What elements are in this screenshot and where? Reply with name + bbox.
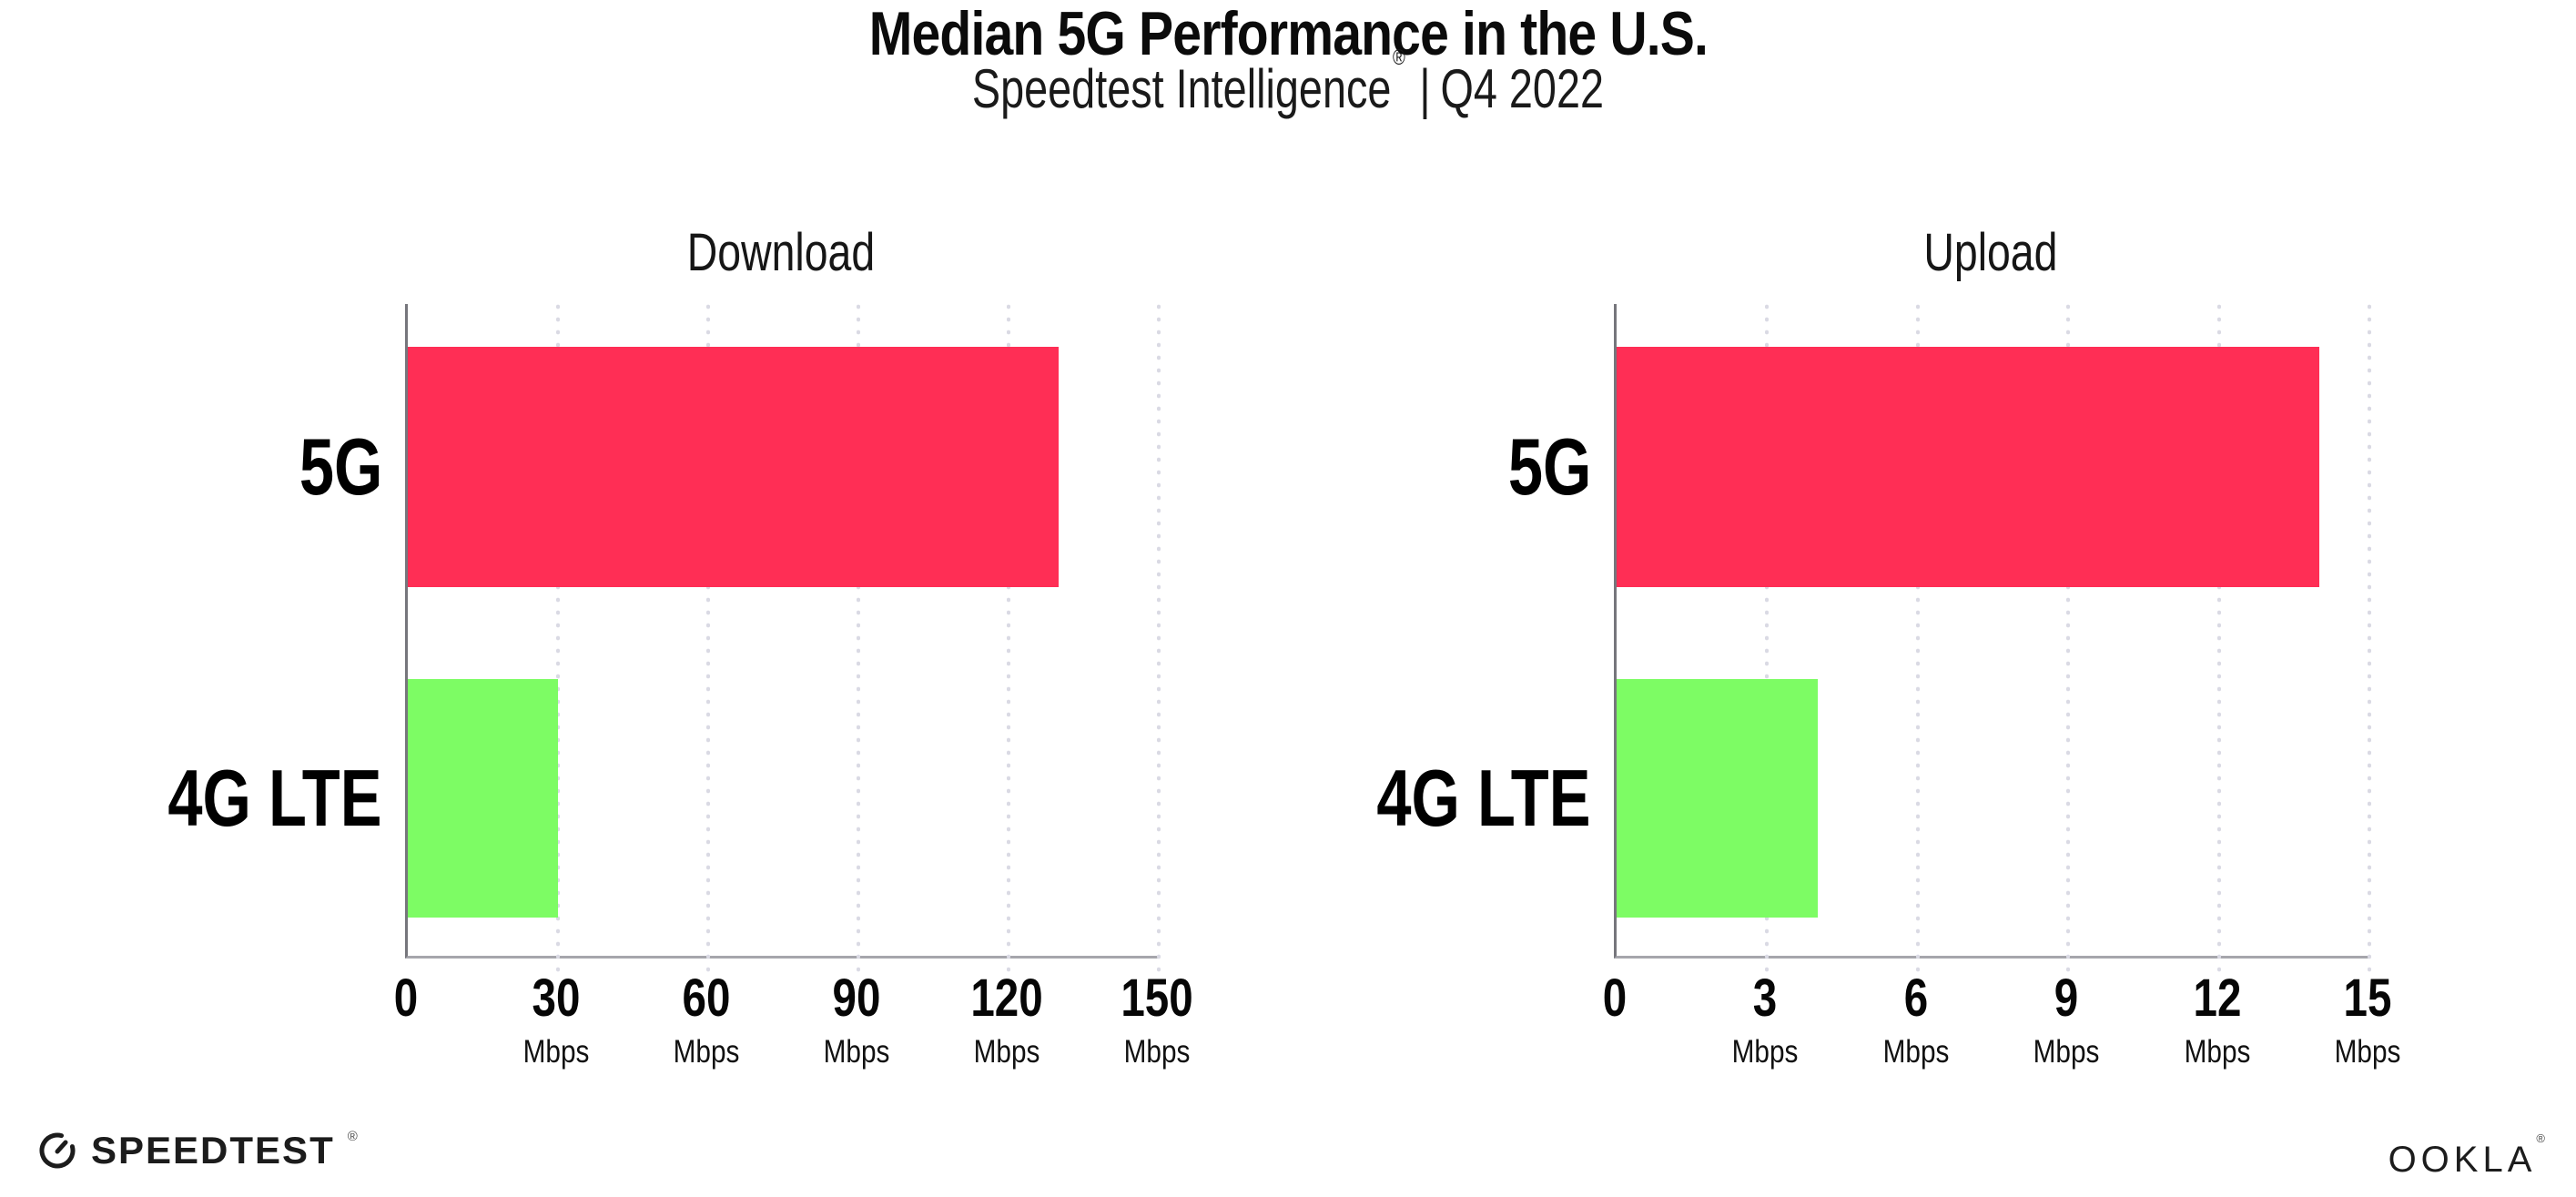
x-tick: 0 bbox=[393, 969, 419, 1028]
bar-4g-lte-download bbox=[408, 679, 558, 918]
registered-trademark-mark: ® bbox=[1393, 46, 1405, 70]
page-title: Median 5G Performance in the U.S. bbox=[0, 0, 2576, 68]
x-tick: 12 Mbps bbox=[2184, 969, 2250, 1070]
x-tick: 15 Mbps bbox=[2334, 969, 2401, 1070]
gridline bbox=[2216, 304, 2221, 972]
gridline bbox=[706, 304, 710, 972]
page-title-text: Median 5G Performance in the U.S. bbox=[868, 0, 1708, 68]
upload-chart-title: Upload bbox=[1922, 223, 2058, 282]
download-category-label-4g-lte: 4G LTE bbox=[167, 753, 382, 843]
ookla-logo: OOKLA® bbox=[2388, 1131, 2545, 1181]
gridline bbox=[1157, 304, 1161, 972]
gridline bbox=[1007, 304, 1010, 972]
speedtest-gauge-icon bbox=[36, 1130, 78, 1172]
ookla-wordmark: OOKLA bbox=[2388, 1140, 2537, 1180]
page-subtitle-text: Speedtest Intelligence® | Q4 2022 bbox=[971, 46, 1605, 119]
ookla-registered-mark: ® bbox=[2536, 1131, 2545, 1145]
gridline bbox=[556, 304, 560, 972]
gridline bbox=[1915, 304, 1920, 972]
speedtest-logo: SPEEDTEST ® bbox=[36, 1129, 358, 1172]
x-tick: 90 Mbps bbox=[823, 969, 890, 1070]
page-subtitle: Speedtest Intelligence® | Q4 2022 bbox=[0, 46, 2576, 119]
gridline bbox=[857, 304, 860, 972]
bar-5g-upload bbox=[1617, 347, 2319, 587]
subtitle-brand: Speedtest Intelligence bbox=[971, 58, 1392, 119]
speedtest-registered-mark: ® bbox=[347, 1128, 358, 1144]
bar-5g-download bbox=[408, 347, 1059, 587]
upload-plot-area bbox=[1614, 304, 2371, 972]
gridline bbox=[2368, 304, 2371, 972]
x-tick: 3 Mbps bbox=[1732, 969, 1799, 1070]
subtitle-period: Q4 2022 bbox=[1440, 58, 1605, 119]
download-plot-area bbox=[405, 304, 1161, 972]
upload-category-label-5g: 5G bbox=[1507, 421, 1591, 512]
gridline bbox=[2066, 304, 2071, 972]
x-tick: 30 Mbps bbox=[522, 969, 590, 1070]
bar-4g-lte-upload bbox=[1617, 679, 1818, 918]
upload-category-label-4g-lte: 4G LTE bbox=[1376, 753, 1591, 843]
x-tick: 9 Mbps bbox=[2033, 969, 2100, 1070]
x-tick: 0 bbox=[1602, 969, 1628, 1028]
download-chart-title: Download bbox=[686, 223, 875, 282]
download-category-label-5g: 5G bbox=[299, 421, 382, 512]
subtitle-separator: | bbox=[1419, 58, 1431, 119]
speedtest-wordmark: SPEEDTEST bbox=[91, 1129, 335, 1172]
x-tick: 60 Mbps bbox=[673, 969, 740, 1070]
x-tick: 6 Mbps bbox=[1882, 969, 1950, 1070]
x-tick: 150 Mbps bbox=[1121, 969, 1193, 1070]
x-tick: 120 Mbps bbox=[970, 969, 1043, 1070]
gridline bbox=[1765, 304, 1770, 972]
